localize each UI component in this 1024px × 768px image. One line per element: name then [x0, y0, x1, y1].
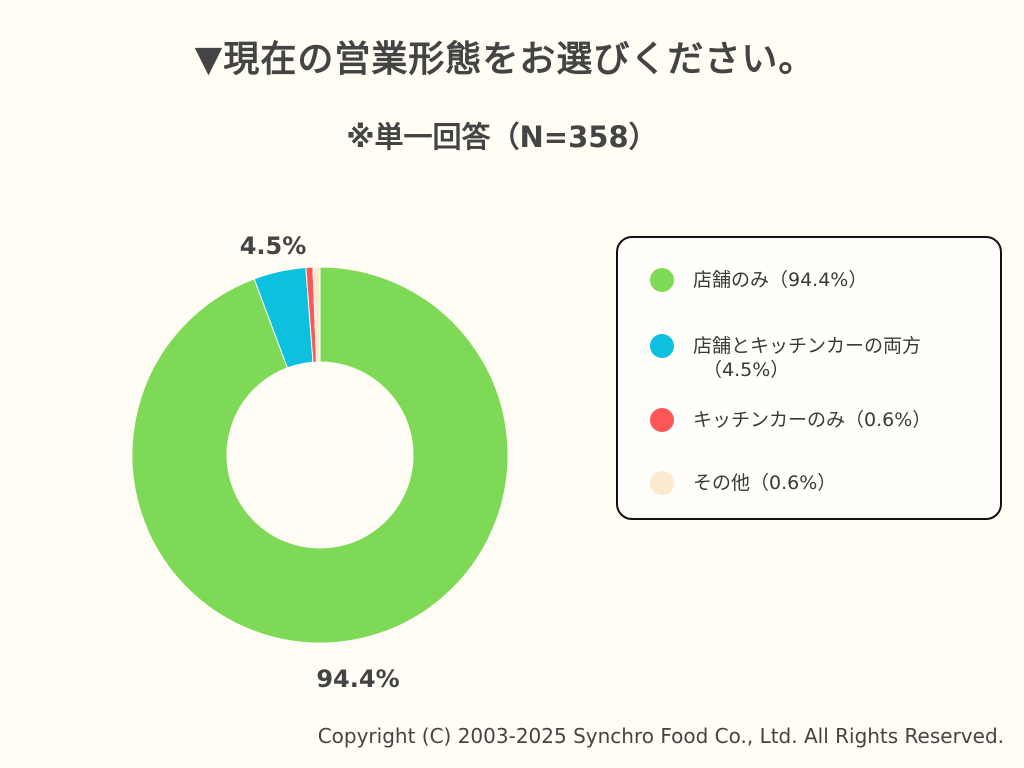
donut-slice-store-only: [131, 266, 509, 644]
legend-swatch: [650, 334, 674, 358]
chart-title: ▼現在の営業形態をお選びください。: [194, 39, 816, 80]
data-label-store-only: 94.4%: [316, 665, 399, 693]
legend-label: 店舗とキッチンカーの両方 （4.5%）: [693, 335, 922, 381]
copyright-footer: Copyright (C) 2003-2025 Synchro Food Co.…: [317, 724, 1004, 748]
chart-legend: 店舗のみ（94.4%） 店舗とキッチンカーの両方 （4.5%） キッチンカーのみ…: [616, 236, 1002, 520]
legend-swatch: [650, 408, 674, 432]
data-labels: 94.4% 4.5%: [240, 232, 400, 693]
donut-slice-other: [312, 266, 321, 363]
chart-subtitle: ※単一回答（N=358）: [346, 120, 658, 154]
legend-swatch: [650, 268, 674, 292]
legend-swatch: [650, 471, 674, 495]
donut-slices: [131, 266, 509, 644]
legend-label: 店舗のみ（94.4%）: [693, 269, 868, 291]
data-label-store-and-kitchen-car: 4.5%: [240, 232, 307, 260]
legend-label: キッチンカーのみ（0.6%）: [693, 409, 932, 431]
legend-label: その他（0.6%）: [693, 472, 837, 494]
